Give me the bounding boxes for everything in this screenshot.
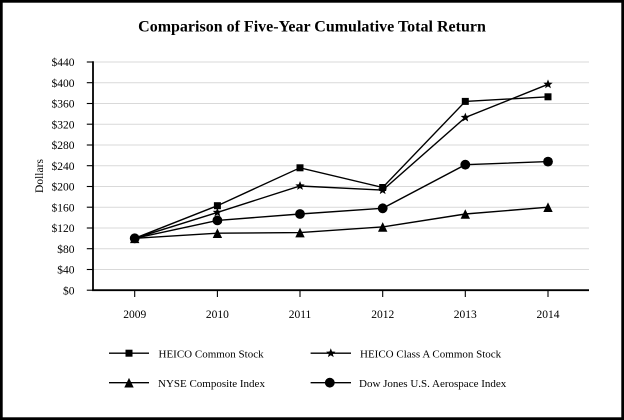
svg-text:Dow Jones U.S. Aerospace Index: Dow Jones U.S. Aerospace Index (359, 378, 507, 390)
svg-text:$80: $80 (57, 243, 75, 256)
svg-text:2011: 2011 (289, 309, 312, 321)
svg-text:2010: 2010 (206, 309, 229, 321)
svg-text:2012: 2012 (371, 309, 394, 321)
svg-text:HEICO Class A Common Stock: HEICO Class A Common Stock (360, 348, 502, 360)
svg-text:$160: $160 (52, 201, 75, 214)
svg-text:Comparison of Five-Year Cumula: Comparison of Five-Year Cumulative Total… (138, 19, 486, 36)
svg-text:$440: $440 (52, 56, 75, 69)
svg-text:Dollars: Dollars (34, 159, 46, 193)
svg-text:NYSE Composite Index: NYSE Composite Index (158, 378, 265, 390)
svg-text:$360: $360 (52, 98, 75, 111)
svg-text:2014: 2014 (537, 309, 560, 321)
svg-text:$400: $400 (52, 77, 75, 90)
svg-text:$320: $320 (52, 118, 75, 131)
svg-text:$0: $0 (63, 284, 75, 297)
svg-text:HEICO Common Stock: HEICO Common Stock (159, 348, 265, 360)
svg-text:$280: $280 (52, 139, 75, 152)
svg-text:2009: 2009 (123, 309, 146, 321)
svg-text:$120: $120 (52, 222, 75, 235)
svg-text:$240: $240 (52, 160, 75, 173)
svg-text:2013: 2013 (454, 309, 477, 321)
svg-text:$40: $40 (57, 264, 75, 277)
svg-text:$200: $200 (52, 181, 75, 194)
